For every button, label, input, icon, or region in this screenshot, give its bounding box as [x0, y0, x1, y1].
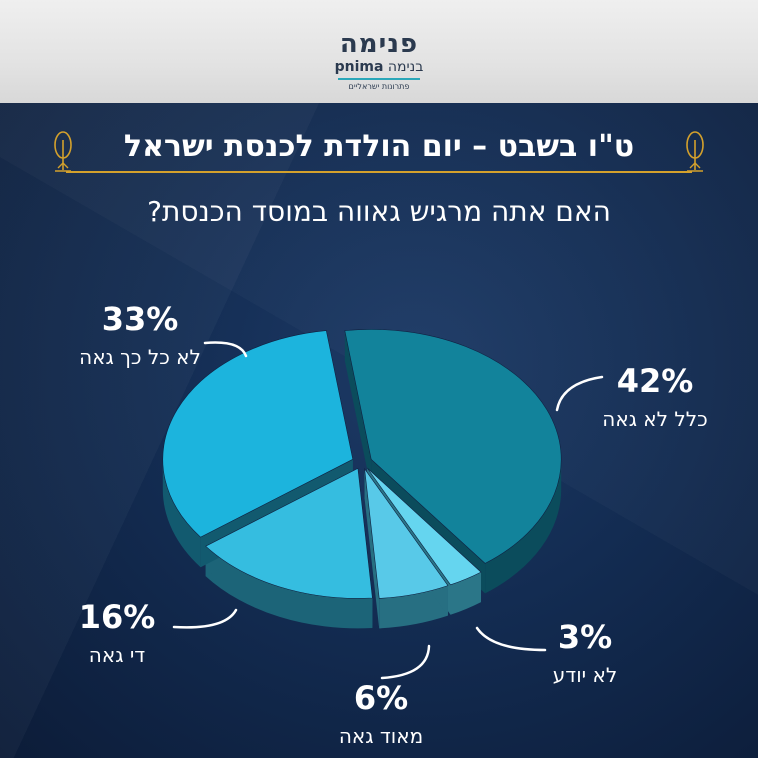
leader-line [203, 341, 248, 358]
survey-question: האם אתה מרגיש גאווה במוסד הכנסת? [147, 195, 611, 228]
pnima-logo: פנימה pnima בנימה פתרונות ישראליים [300, 30, 458, 96]
slice-category-label: לא כל כך גאה [79, 345, 201, 369]
pie-slice-cut-face [364, 468, 380, 629]
leader-line [475, 626, 547, 652]
pie-slice [205, 467, 373, 599]
logo-divider [338, 78, 420, 80]
pie-labels: 42% כלל לא גאה 3% לא יודע 6% מאוד גאה 16% די גא… [79, 300, 708, 748]
pie-slice [162, 330, 354, 538]
slice-category-label: לא יודע [553, 663, 617, 687]
pie-slice [366, 467, 482, 586]
pie-slice-side [162, 459, 201, 568]
title-bar: ט"ו בשבט – יום הולדת לכנסת ישראל [48, 124, 710, 174]
slice-percent-label: 3% [558, 618, 612, 656]
slice-category-label: כלל לא גאה [602, 407, 707, 431]
leader-line [555, 375, 604, 412]
slice-percent-label: 6% [354, 679, 408, 717]
leader-line [380, 644, 431, 680]
pie-slice-cut-face [344, 330, 372, 490]
logo-latin-wordmark: pnima [334, 59, 384, 75]
logo-tagline: פתרונות ישראליים [348, 82, 410, 91]
logo-hebrew-wordmark: פנימה [339, 29, 419, 59]
pie-slice-side [205, 546, 373, 629]
slice-percent-label: 16% [79, 598, 156, 636]
title-underline [66, 171, 692, 173]
slice-category-label: די גאה [89, 643, 146, 667]
page-title: ט"ו בשבט – יום הולדת לכנסת ישראל [123, 129, 635, 164]
pie-slice [364, 467, 449, 599]
pie-slice-side [485, 459, 562, 594]
pie-slice [344, 329, 562, 564]
logo-hebrew-secondary: בנימה [387, 59, 424, 75]
slice-percent-label: 33% [102, 300, 179, 338]
slice-percent-label: 42% [617, 362, 694, 400]
pie-slice-side [379, 585, 448, 629]
pie-slices [162, 329, 562, 599]
slice-category-label: מאוד גאה [339, 724, 423, 748]
leader-line [172, 608, 238, 629]
top-banner [0, 0, 758, 103]
logo-subline: pnima בנימה [300, 59, 458, 75]
